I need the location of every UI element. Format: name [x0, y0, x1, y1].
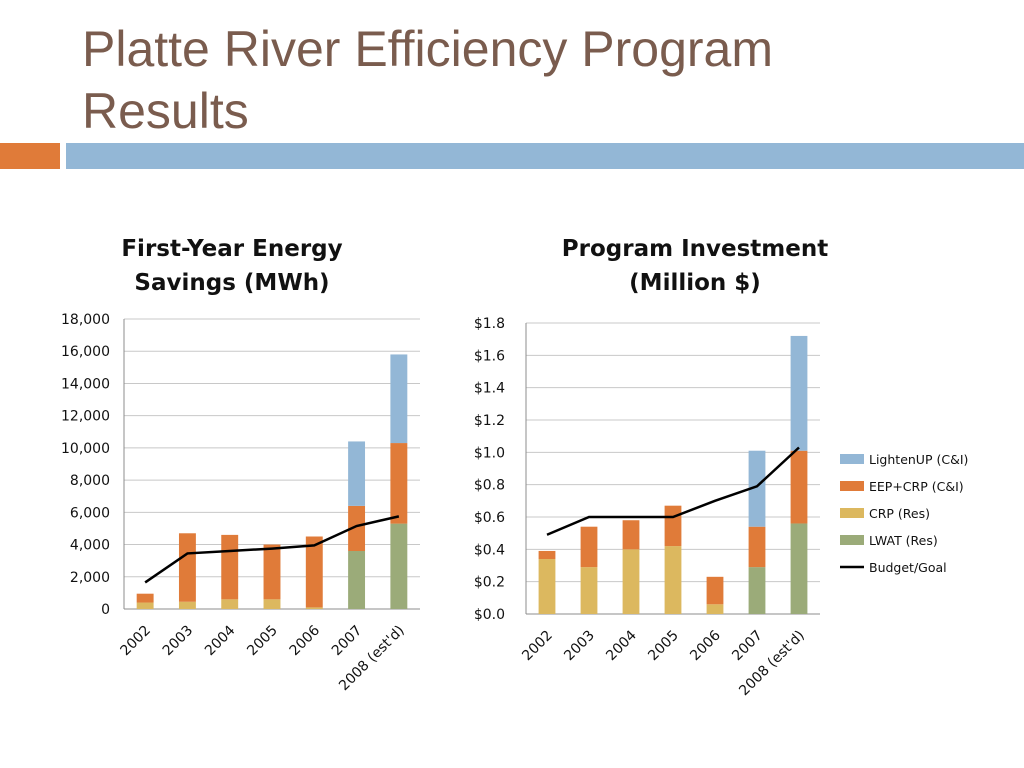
- energy-ytick-label: 4,000: [70, 538, 110, 554]
- energy-ytick-label: 8,000: [70, 473, 110, 489]
- investment-xtick-label: 2007: [729, 628, 766, 665]
- energy-bar-crp-res-2003: [178, 601, 196, 609]
- investment-xtick-label: 2004: [603, 627, 640, 664]
- investment-bar-lwat-res-2007: [748, 567, 766, 614]
- investment-bar-lightenup-c-i-2008-est-d: [790, 335, 808, 451]
- energy-ytick-label: 0: [101, 602, 110, 618]
- investment-bar-eep-crp-c-i-2003: [580, 526, 598, 568]
- energy-bar-eep-crp-c-i-2002: [136, 593, 154, 603]
- energy-bar-eep-crp-c-i-2003: [178, 533, 196, 602]
- investment-ytick-label: $1.6: [474, 348, 505, 364]
- legend-label-eep-crp-c-i: EEP+CRP (C&I): [869, 479, 964, 494]
- investment-ytick-label: $0.0: [474, 607, 505, 623]
- investment-xtick-label: 2006: [687, 627, 724, 664]
- investment-bar-crp-res-2003: [580, 567, 598, 614]
- energy-bar-eep-crp-c-i-2006: [305, 536, 323, 608]
- investment-bar-crp-res-2002: [538, 559, 556, 614]
- energy-xtick-label: 2004: [202, 622, 239, 659]
- legend-swatch-crp-res: [840, 508, 864, 518]
- slide-title: Platte River Efficiency Program Results: [82, 18, 982, 142]
- accent-band-blue: [66, 143, 1024, 169]
- investment-ytick-label: $0.4: [474, 542, 505, 558]
- energy-ytick-label: 18,000: [61, 312, 110, 328]
- energy-budget-goal-line: [144, 515, 400, 584]
- energy-xtick-label: 2006: [287, 622, 324, 659]
- investment-xtick-label: 2003: [561, 628, 598, 665]
- energy-savings-chart-title: First-Year Energy Savings (MWh): [92, 232, 372, 300]
- investment-ytick-label: $1.4: [474, 381, 505, 397]
- energy-bar-crp-res-2002: [136, 602, 154, 609]
- investment-bar-eep-crp-c-i-2005: [664, 505, 682, 547]
- legend-label-lwat-res: LWAT (Res): [869, 533, 938, 548]
- legend-label-lightenup-c-i: LightenUP (C&I): [869, 452, 968, 467]
- investment-ytick-label: $0.2: [474, 575, 505, 591]
- energy-bar-crp-res-2004: [221, 599, 239, 609]
- energy-bar-eep-crp-c-i-2005: [263, 544, 281, 600]
- energy-ytick-label: 12,000: [61, 409, 110, 425]
- investment-xtick-label: 2005: [645, 628, 682, 665]
- energy-bar-eep-crp-c-i-2007: [348, 505, 366, 551]
- investment-bar-lightenup-c-i-2007: [748, 450, 766, 527]
- energy-xtick-label: 2002: [117, 623, 154, 660]
- energy-savings-title-line1: First-Year Energy: [121, 236, 343, 262]
- investment-bar-eep-crp-c-i-2007: [748, 526, 766, 568]
- energy-ytick-label: 2,000: [70, 570, 110, 586]
- investment-ytick-label: $0.8: [474, 478, 505, 494]
- legend-label-crp-res: CRP (Res): [869, 506, 930, 521]
- slide-title-line2: Results: [82, 83, 249, 139]
- energy-xtick-label: 2007: [329, 623, 366, 660]
- investment-ytick-label: $0.6: [474, 510, 505, 526]
- energy-ytick-label: 10,000: [61, 441, 110, 457]
- investment-bar-eep-crp-c-i-2002: [538, 550, 556, 560]
- investment-bar-eep-crp-c-i-2008-est-d: [790, 450, 808, 524]
- investment-xtick-label: 2002: [519, 628, 556, 665]
- investment-ytick-label: $1.0: [474, 445, 505, 461]
- legend-swatch-lightenup-c-i: [840, 454, 864, 464]
- energy-bar-crp-res-2005: [263, 599, 281, 609]
- energy-bar-lightenup-c-i-2007: [348, 441, 366, 506]
- energy-ytick-label: 14,000: [61, 376, 110, 392]
- legend-swatch-lwat-res: [840, 535, 864, 545]
- investment-bar-crp-res-2004: [622, 549, 640, 614]
- investment-title-line2: (Million $): [629, 270, 761, 296]
- accent-band-orange: [0, 143, 60, 169]
- energy-bar-eep-crp-c-i-2008-est-d: [390, 443, 408, 524]
- investment-ytick-label: $1.2: [474, 413, 505, 429]
- investment-bar-crp-res-2006: [706, 604, 724, 614]
- legend-label-budget-goal: Budget/Goal: [869, 560, 947, 575]
- investment-bar-crp-res-2005: [664, 546, 682, 614]
- energy-ytick-label: 6,000: [70, 505, 110, 521]
- investment-bar-lwat-res-2008-est-d: [790, 523, 808, 614]
- energy-xtick-label: 2003: [160, 623, 197, 660]
- legend-swatch-eep-crp-c-i: [840, 481, 864, 491]
- energy-bar-lwat-res-2008-est-d: [390, 523, 408, 609]
- energy-xtick-label: 2005: [244, 623, 281, 660]
- investment-title-line1: Program Investment: [561, 236, 829, 262]
- energy-bar-crp-res-2006: [305, 607, 323, 609]
- investment-budget-goal-line: [546, 446, 800, 536]
- investment-chart-title: Program Investment (Million $): [540, 232, 850, 300]
- energy-bar-lightenup-c-i-2008-est-d: [390, 354, 408, 444]
- investment-bar-eep-crp-c-i-2006: [706, 576, 724, 605]
- investment-ytick-label: $1.8: [474, 316, 505, 332]
- energy-ytick-label: 16,000: [61, 344, 110, 360]
- slide-title-line1: Platte River Efficiency Program: [82, 21, 773, 77]
- energy-savings-title-line2: Savings (MWh): [134, 270, 330, 296]
- energy-bar-lwat-res-2007: [348, 551, 366, 609]
- investment-bar-eep-crp-c-i-2004: [622, 520, 640, 550]
- energy-bar-eep-crp-c-i-2004: [221, 534, 239, 600]
